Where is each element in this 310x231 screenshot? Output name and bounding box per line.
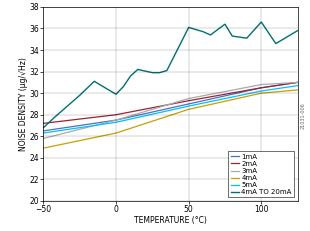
4mA TO 20mA xyxy=(259,21,263,23)
4mA TO 20mA xyxy=(245,37,249,40)
4mA TO 20mA xyxy=(209,33,212,36)
4mA TO 20mA xyxy=(150,71,154,74)
X-axis label: TEMPERATURE (°C): TEMPERATURE (°C) xyxy=(134,216,207,225)
Y-axis label: NOISE DENSITY (μg/√Hz): NOISE DENSITY (μg/√Hz) xyxy=(19,57,28,151)
2mA xyxy=(296,81,299,84)
5mA xyxy=(259,90,263,92)
3mA xyxy=(259,83,263,86)
4mA TO 20mA xyxy=(223,23,227,26)
3mA xyxy=(296,81,299,84)
3mA xyxy=(114,119,118,122)
Line: 2mA: 2mA xyxy=(43,82,298,123)
4mA TO 20mA xyxy=(122,85,125,88)
4mA xyxy=(42,147,45,149)
1mA xyxy=(296,81,299,84)
4mA TO 20mA xyxy=(274,42,278,45)
Line: 3mA: 3mA xyxy=(43,82,298,138)
4mA xyxy=(187,108,191,111)
2mA xyxy=(114,113,118,116)
Line: 1mA: 1mA xyxy=(43,82,298,131)
3mA xyxy=(42,137,45,140)
2mA xyxy=(259,86,263,89)
Line: 4mA: 4mA xyxy=(43,90,298,148)
Text: 21031-006: 21031-006 xyxy=(300,102,305,129)
4mA xyxy=(259,92,263,94)
4mA TO 20mA xyxy=(194,28,198,31)
2mA xyxy=(42,122,45,125)
4mA TO 20mA xyxy=(53,116,57,118)
4mA TO 20mA xyxy=(78,94,82,97)
4mA TO 20mA xyxy=(165,69,169,72)
4mA TO 20mA xyxy=(187,26,191,29)
1mA xyxy=(259,86,263,89)
4mA TO 20mA xyxy=(42,126,45,129)
Line: 5mA: 5mA xyxy=(43,86,298,133)
2mA xyxy=(187,99,191,102)
4mA TO 20mA xyxy=(230,35,234,37)
4mA TO 20mA xyxy=(92,80,96,83)
Legend: 1mA, 2mA, 3mA, 4mA, 5mA, 4mA TO 20mA: 1mA, 2mA, 3mA, 4mA, 5mA, 4mA TO 20mA xyxy=(228,152,294,198)
5mA xyxy=(42,132,45,134)
4mA TO 20mA xyxy=(158,71,162,74)
5mA xyxy=(187,105,191,107)
3mA xyxy=(187,97,191,100)
Line: 4mA TO 20mA: 4mA TO 20mA xyxy=(43,22,298,128)
4mA xyxy=(114,132,118,134)
4mA TO 20mA xyxy=(114,93,118,96)
4mA TO 20mA xyxy=(201,30,205,33)
1mA xyxy=(187,103,191,105)
4mA TO 20mA xyxy=(136,68,140,71)
4mA xyxy=(296,88,299,91)
5mA xyxy=(296,84,299,87)
5mA xyxy=(114,121,118,124)
4mA TO 20mA xyxy=(296,29,299,32)
1mA xyxy=(42,130,45,132)
1mA xyxy=(114,119,118,122)
4mA TO 20mA xyxy=(129,75,132,77)
